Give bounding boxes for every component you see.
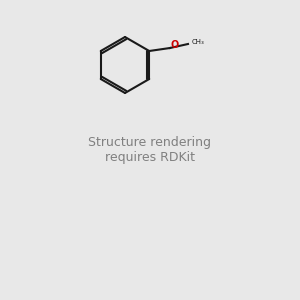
Text: O: O <box>171 40 179 50</box>
Text: Structure rendering
requires RDKit: Structure rendering requires RDKit <box>88 136 212 164</box>
Text: CH₃: CH₃ <box>192 39 205 45</box>
